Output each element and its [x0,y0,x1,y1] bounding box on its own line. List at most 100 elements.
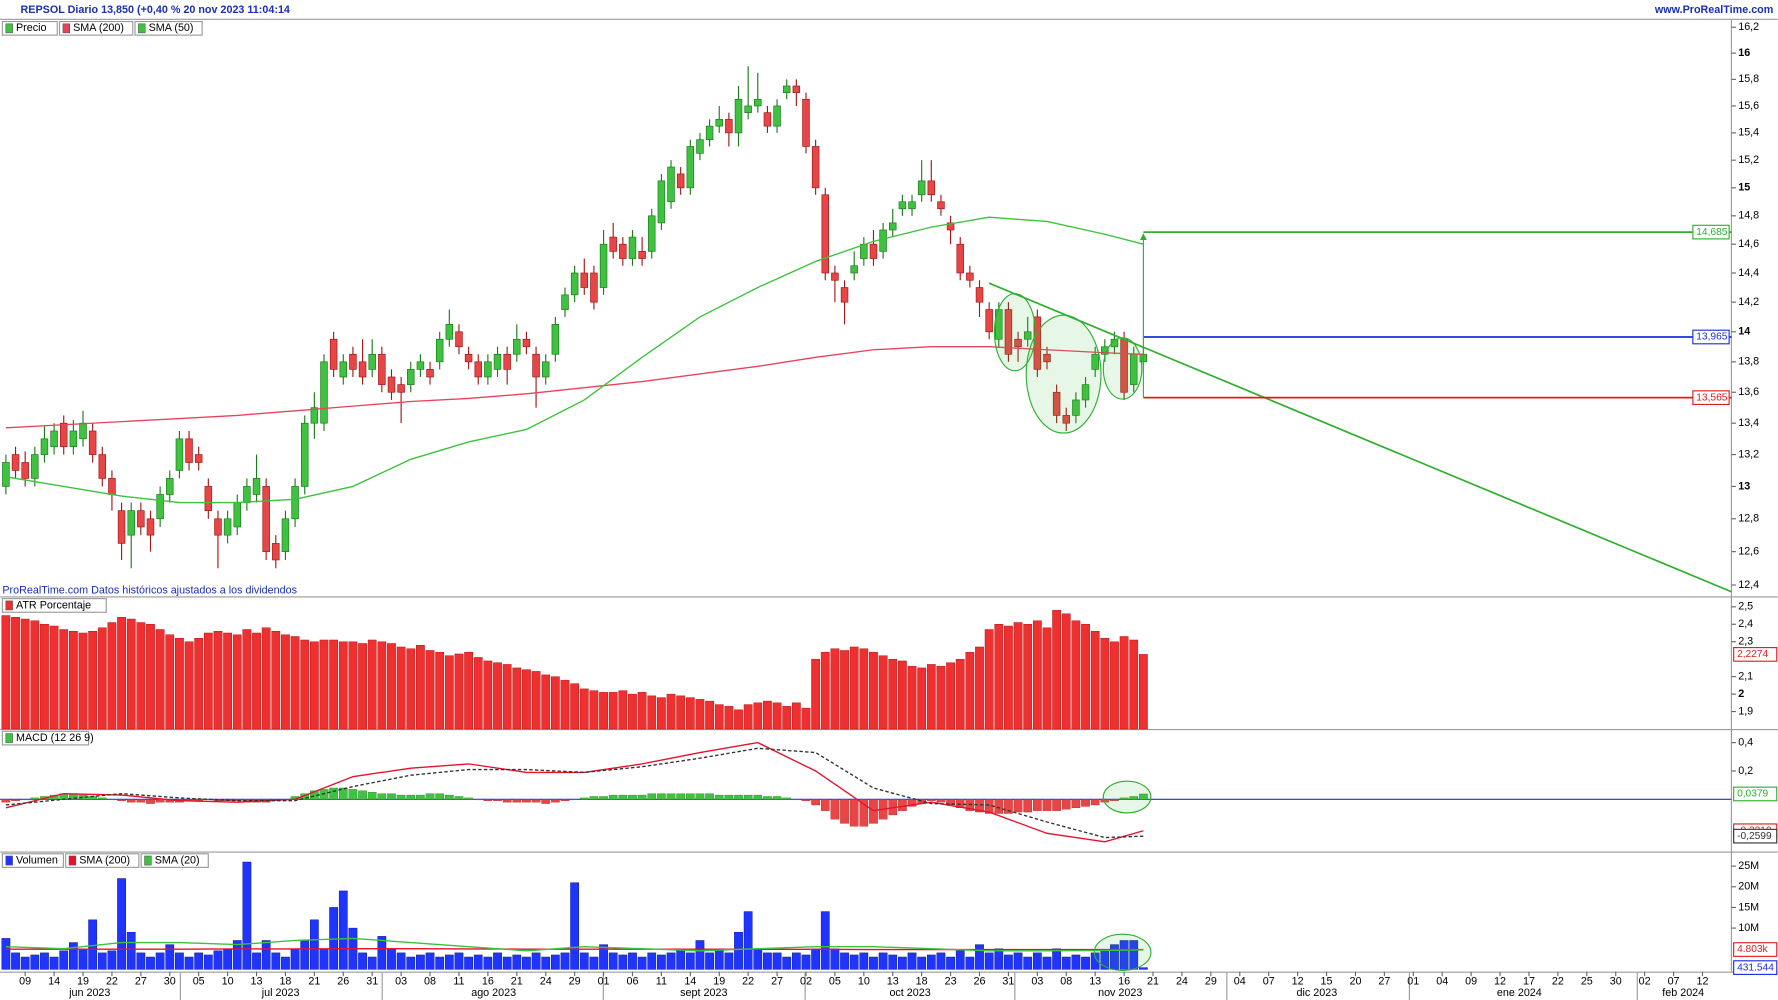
volume-bar [772,952,782,970]
candle-body [2,462,10,487]
chart-title: REPSOL Diario 13,850 (+0,40 % 20 nov 202… [21,4,290,16]
bar [49,625,59,730]
candle-body [1004,309,1013,355]
legend-swatch [5,733,13,743]
legend-label: MACD (12 26 9) [16,732,94,744]
candle-body [117,510,126,544]
volume-bar [165,944,175,970]
histogram-bar [801,799,811,801]
bar [232,634,242,730]
bar [348,641,358,730]
histogram-bar [994,799,1004,814]
bar [1061,613,1071,730]
bar [907,665,917,730]
x-tick-label: 31 [366,976,378,988]
bar [165,634,175,730]
volume-bar [907,952,917,970]
x-tick-label: 29 [1205,976,1217,988]
x-tick-label: 24 [1176,976,1188,988]
x-tick-label: 13 [1089,976,1101,988]
candle-body [11,454,20,471]
legend-item [1,20,58,36]
histogram-bar [146,799,155,804]
bar [1129,639,1139,730]
histogram-bar [1139,793,1148,800]
volume-bar [628,952,637,970]
volume-bar [898,956,907,970]
volume-bar [560,952,570,970]
current-box [1733,647,1778,662]
candle-body [69,430,78,448]
volume-bar [743,911,753,970]
volume-bar [926,954,936,970]
month-label: oct 2023 [889,987,930,999]
candle-body [1014,338,1022,348]
x-tick-label: 14 [684,976,696,988]
candle-body [802,98,810,147]
legend-swatch [138,23,146,34]
candle-body [445,324,454,340]
candle-body [108,478,116,495]
candle-body [194,454,203,463]
bar [859,648,869,730]
candle-body [426,369,434,378]
candle-body [648,215,656,252]
current-box [1733,786,1778,802]
bar [454,653,464,730]
x-tick-label: 22 [1552,976,1564,988]
x-tick-label: 11 [656,976,667,988]
site[interactable]: www.ProRealTime.com [1654,4,1773,16]
candle-body [840,287,849,303]
y-tick-label: 13,2 [1738,448,1759,460]
histogram-bar [541,799,551,804]
volume-bar [541,956,551,970]
bar [223,632,232,730]
volume-bar [309,919,319,970]
legend-label: ATR Porcentaje [16,599,91,611]
bar [184,641,194,730]
x-tick-label: 07 [1668,976,1680,988]
month-label: jun 2023 [68,987,110,999]
candle-body [590,272,598,303]
x-tick-label: 02 [1639,976,1651,988]
bar [801,707,811,730]
volume-bar [975,944,984,970]
histogram-bar [820,799,830,811]
candle-body [1101,346,1109,355]
histogram-bar [1013,799,1023,813]
bar [329,639,339,730]
bar [387,643,396,730]
bar [628,693,637,730]
month-label: ago 2023 [471,987,516,999]
candle-body [262,486,270,552]
histogram-bar [830,799,840,820]
candle-body [378,353,386,385]
bar [213,631,223,730]
candle-body [628,236,637,259]
candle-body [619,243,627,259]
series-line [5,216,1144,504]
y-tick-label: 15,6 [1738,100,1759,112]
note: ProRealTime.com Datos históricos ajustad… [2,585,297,597]
histogram-bar [849,799,859,827]
x-tick-label: 12 [1292,976,1304,988]
candle-body [358,361,367,378]
histogram-bar [570,799,579,801]
volume-bar [599,944,608,970]
y-tick-label: 14,2 [1738,296,1759,308]
bar [570,683,580,730]
volume-bar [830,948,840,970]
candle-body [59,422,68,448]
candle-body [137,510,145,528]
candle-body [725,119,733,134]
bar [753,702,763,730]
histogram-bar [1033,799,1042,811]
x-tick-label: 24 [540,976,552,988]
histogram-bar [1052,799,1061,811]
volume-bar [223,948,232,970]
volume-bar [40,952,49,970]
x-tick-label: 29 [569,976,581,988]
histogram-bar [20,799,30,801]
volume-bar [155,952,165,970]
histogram-bar [936,799,946,803]
